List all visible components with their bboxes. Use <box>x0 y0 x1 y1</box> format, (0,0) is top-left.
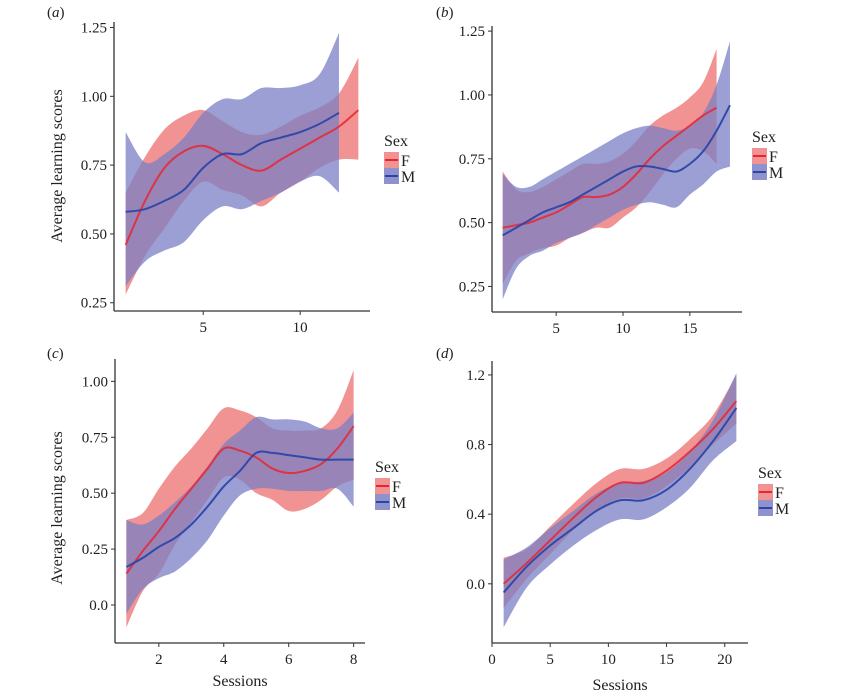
x-tick-label: 4 <box>220 652 228 668</box>
legend-label-m: M <box>392 495 406 512</box>
y-tick-label: 0.25 <box>82 542 108 558</box>
x-tick-label: 15 <box>659 652 674 668</box>
line-m <box>502 104 731 237</box>
line-f <box>502 106 718 229</box>
y-tick-label: 0.50 <box>81 227 107 243</box>
y-tick-label: 0.50 <box>82 486 108 502</box>
x-tick-label: 6 <box>285 652 293 668</box>
x-tick-label: 10 <box>601 652 616 668</box>
legend-title: Sex <box>752 129 776 146</box>
y-tick-label: 0.25 <box>459 279 485 295</box>
x-tick-label: 8 <box>350 652 358 668</box>
legend-key-f <box>752 148 767 164</box>
panel-label: (d) <box>436 346 454 362</box>
x-tick-label: 0 <box>488 652 496 668</box>
y-tick-label: 0.8 <box>466 438 485 454</box>
y-axis-title: Average learning scores <box>49 431 66 584</box>
legend-key-m <box>375 494 390 510</box>
band-m <box>126 412 354 614</box>
fit-lines <box>502 400 738 594</box>
x-tick-label: 2 <box>155 652 163 668</box>
band-m <box>502 41 730 300</box>
x-tick-label: 5 <box>546 652 554 668</box>
y-tick-label: 0.75 <box>81 158 107 174</box>
x-tick-label: 20 <box>717 652 732 668</box>
y-tick-label: 0.0 <box>89 598 108 614</box>
fit-lines <box>125 425 355 575</box>
panel-a: (a) 0.25 0.50 0.75 1.00 1.25 5 10 Average learni… <box>47 5 415 336</box>
legend-key-m <box>384 168 399 184</box>
band-f <box>126 370 354 628</box>
fit-lines <box>502 104 731 237</box>
legend-label-f: F <box>401 153 410 170</box>
x-axis-title: Sessions <box>212 673 267 690</box>
legend-label-f: F <box>392 479 401 496</box>
legend: Sex FM <box>375 459 406 512</box>
panel-b: (b) 0.25 0.50 0.75 1.00 1.25 5 10 15 Sex FM <box>436 5 783 337</box>
y-tick-label: 0.75 <box>82 430 108 446</box>
y-tick-label: 1.00 <box>81 89 107 105</box>
y-tick-label: 0.4 <box>466 507 485 523</box>
y-tick-label: 0.0 <box>466 577 485 593</box>
panel-label: (a) <box>47 5 65 21</box>
legend: Sex FM <box>758 465 789 518</box>
y-tick-label: 1.2 <box>466 368 485 384</box>
legend-title: Sex <box>758 465 782 482</box>
panel-label: (c) <box>47 346 64 362</box>
legend: Sex FM <box>384 133 415 186</box>
line-f <box>125 425 355 575</box>
confidence-bands <box>125 33 359 295</box>
line-f <box>124 109 360 246</box>
y-tick-label: 0.75 <box>459 152 485 168</box>
legend-label-m: M <box>775 501 789 518</box>
legend-key-m <box>758 500 773 516</box>
legend: Sex FM <box>752 129 783 182</box>
x-tick-label: 5 <box>199 320 207 336</box>
panel-d: (d) 0.0 0.4 0.8 1.2 0 5 10 15 20 Sessions Sex FM <box>436 346 789 694</box>
x-tick-label: 15 <box>682 321 697 337</box>
fit-lines <box>124 109 360 246</box>
y-tick-label: 1.25 <box>459 24 485 40</box>
legend-label-f: F <box>769 149 778 166</box>
x-axis-title: Sessions <box>592 677 647 694</box>
x-tick-label: 10 <box>616 321 631 337</box>
legend-key-m <box>752 164 767 180</box>
legend-key-f <box>384 152 399 168</box>
legend-title: Sex <box>384 133 408 150</box>
legend-label-f: F <box>775 485 784 502</box>
legend-label-m: M <box>401 169 415 186</box>
confidence-bands <box>502 41 730 300</box>
y-tick-label: 1.00 <box>459 88 485 104</box>
line-f <box>502 400 738 585</box>
x-tick-label: 5 <box>552 321 560 337</box>
y-tick-label: 1.25 <box>81 21 107 37</box>
panel-label: (b) <box>436 5 454 21</box>
y-tick-label: 0.25 <box>81 296 107 312</box>
y-tick-label: 1.00 <box>82 374 108 390</box>
x-tick-label: 10 <box>293 320 308 336</box>
line-m <box>125 450 354 568</box>
y-axis-title: Average learning scores <box>49 89 66 242</box>
panel-c: (c) 0.0 0.25 0.50 0.75 1.00 2 4 6 8 Average learni… <box>47 346 406 690</box>
legend-label-m: M <box>769 165 783 182</box>
confidence-bands <box>126 370 354 628</box>
legend-key-f <box>375 478 390 494</box>
y-tick-label: 0.50 <box>459 216 485 232</box>
line-m <box>502 407 738 594</box>
legend-title: Sex <box>375 459 399 476</box>
line-m <box>125 111 340 213</box>
legend-key-f <box>758 484 773 500</box>
